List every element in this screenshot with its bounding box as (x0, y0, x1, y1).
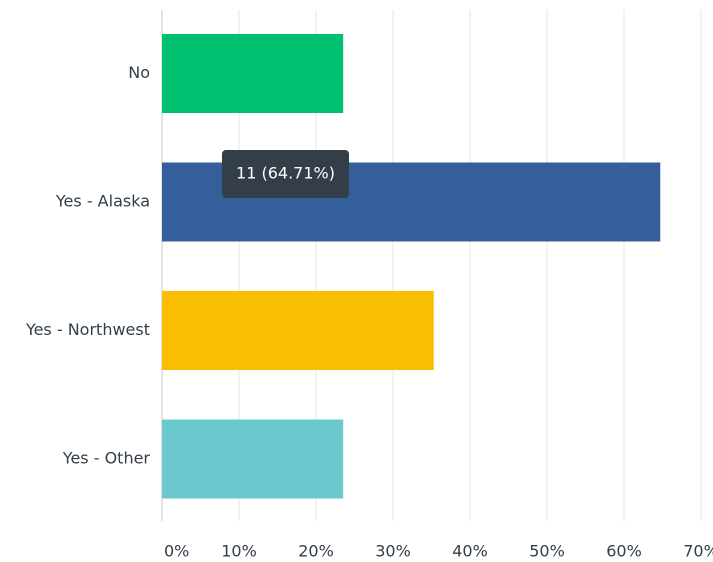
tooltip-text: 11 (64.71%) (236, 164, 335, 183)
x-tick-label: 20% (298, 542, 334, 561)
x-tick-label: 30% (375, 542, 411, 561)
x-tick-label: 60% (606, 542, 642, 561)
bar (162, 419, 344, 499)
tooltip-box (222, 150, 349, 198)
x-tick-label: 50% (529, 542, 565, 561)
y-tick-label: Yes - Northwest (25, 320, 150, 339)
y-tick-label: Yes - Alaska (55, 192, 150, 211)
x-tick-label: 40% (452, 542, 488, 561)
bar (162, 34, 344, 113)
x-tick-label: 10% (221, 542, 257, 561)
tooltip: 11 (64.71%) (222, 150, 349, 198)
bar (162, 291, 434, 370)
y-tick-label: No (128, 63, 150, 82)
y-tick-label: Yes - Other (62, 449, 151, 468)
x-tick-label: 0% (164, 542, 189, 561)
x-tick-label: 70% (683, 542, 713, 561)
